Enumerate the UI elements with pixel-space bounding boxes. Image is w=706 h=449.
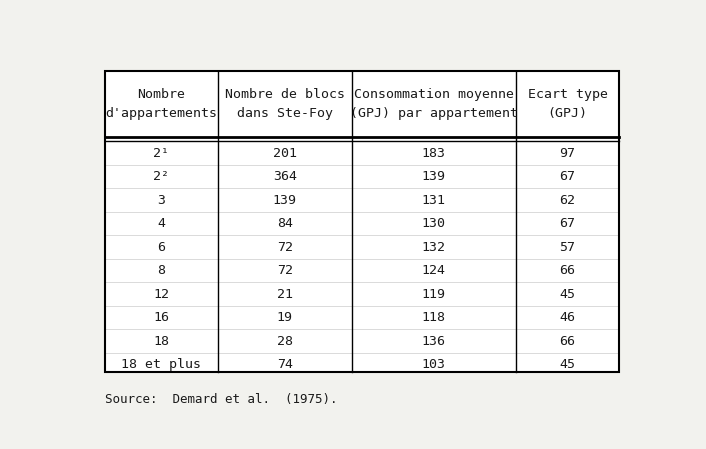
Text: Nombre
d'appartements: Nombre d'appartements	[105, 88, 217, 120]
Text: 130: 130	[421, 217, 445, 230]
Text: 97: 97	[560, 147, 575, 159]
Text: 72: 72	[277, 264, 293, 277]
Text: 16: 16	[153, 311, 169, 324]
Text: 4: 4	[157, 217, 165, 230]
Text: 12: 12	[153, 288, 169, 301]
Text: 364: 364	[273, 170, 297, 183]
Text: Consommation moyenne
(GPJ) par appartement: Consommation moyenne (GPJ) par apparteme…	[350, 88, 517, 120]
Text: Ecart type
(GPJ): Ecart type (GPJ)	[527, 88, 608, 120]
Text: 84: 84	[277, 217, 293, 230]
Text: 6: 6	[157, 241, 165, 254]
Text: 57: 57	[560, 241, 575, 254]
Text: 2²: 2²	[153, 170, 169, 183]
Text: 67: 67	[560, 170, 575, 183]
Text: Nombre de blocs
dans Ste-Foy: Nombre de blocs dans Ste-Foy	[225, 88, 345, 120]
Text: 19: 19	[277, 311, 293, 324]
Text: Source:  Demard et al.  (1975).: Source: Demard et al. (1975).	[104, 393, 337, 406]
Text: 18: 18	[153, 335, 169, 348]
Text: 136: 136	[421, 335, 445, 348]
Text: 118: 118	[421, 311, 445, 324]
Text: 139: 139	[421, 170, 445, 183]
Bar	[104, 71, 619, 372]
Text: 66: 66	[560, 264, 575, 277]
Text: 72: 72	[277, 241, 293, 254]
Text: 18 et plus: 18 et plus	[121, 358, 201, 371]
Text: 131: 131	[421, 194, 445, 207]
Text: 74: 74	[277, 358, 293, 371]
Text: 201: 201	[273, 147, 297, 159]
Text: 183: 183	[421, 147, 445, 159]
Text: 45: 45	[560, 358, 575, 371]
Text: 28: 28	[277, 335, 293, 348]
Text: 46: 46	[560, 311, 575, 324]
Text: 119: 119	[421, 288, 445, 301]
Text: 62: 62	[560, 194, 575, 207]
Text: 3: 3	[157, 194, 165, 207]
Text: 8: 8	[157, 264, 165, 277]
Text: 132: 132	[421, 241, 445, 254]
Text: 103: 103	[421, 358, 445, 371]
Text: 124: 124	[421, 264, 445, 277]
Text: 2¹: 2¹	[153, 147, 169, 159]
Text: 139: 139	[273, 194, 297, 207]
Text: 67: 67	[560, 217, 575, 230]
Text: 66: 66	[560, 335, 575, 348]
Text: 21: 21	[277, 288, 293, 301]
Text: 45: 45	[560, 288, 575, 301]
